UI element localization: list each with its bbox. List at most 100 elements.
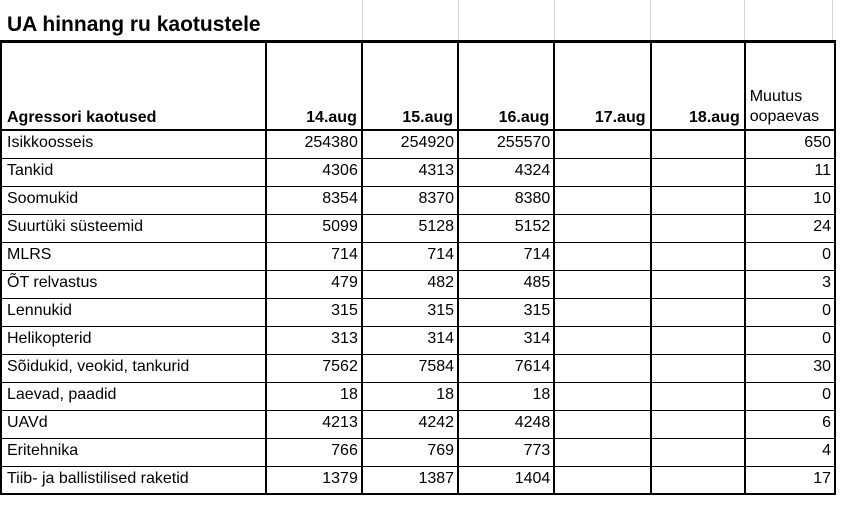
row-label-cell[interactable]: Eritehnika bbox=[0, 437, 267, 467]
value-cell[interactable] bbox=[649, 297, 746, 327]
value-cell[interactable]: 4313 bbox=[360, 157, 460, 187]
value-cell[interactable]: 714 bbox=[264, 241, 363, 271]
change-cell[interactable]: 24 bbox=[743, 213, 837, 243]
value-cell[interactable] bbox=[649, 465, 746, 495]
change-cell[interactable]: 650 bbox=[743, 129, 837, 159]
value-cell[interactable] bbox=[553, 185, 652, 215]
value-cell[interactable]: 254380 bbox=[264, 129, 363, 159]
header-date-16aug[interactable]: 16.aug bbox=[457, 40, 556, 131]
row-label-cell[interactable]: Suurtüki süsteemid bbox=[0, 213, 267, 243]
row-label-cell[interactable]: Lennukid bbox=[0, 297, 267, 327]
value-cell[interactable] bbox=[649, 269, 746, 299]
value-cell[interactable] bbox=[553, 409, 652, 439]
value-cell[interactable] bbox=[553, 437, 652, 467]
change-cell[interactable]: 0 bbox=[743, 297, 837, 327]
value-cell[interactable]: 314 bbox=[457, 325, 556, 355]
value-cell[interactable] bbox=[553, 353, 652, 383]
change-cell[interactable]: 3 bbox=[743, 269, 837, 299]
header-agressori-kaotused[interactable]: Agressori kaotused bbox=[0, 40, 267, 131]
value-cell[interactable]: 4248 bbox=[457, 409, 556, 439]
value-cell[interactable]: 255570 bbox=[457, 129, 556, 159]
table-row: Helikopterid 313 314 314 0 bbox=[0, 325, 837, 355]
header-change-per-day[interactable]: Muutus oopaevas bbox=[743, 40, 837, 131]
value-cell[interactable]: 8354 bbox=[264, 185, 363, 215]
value-cell[interactable] bbox=[649, 213, 746, 243]
value-cell[interactable] bbox=[649, 353, 746, 383]
value-cell[interactable]: 479 bbox=[264, 269, 363, 299]
row-label-cell[interactable]: Soomukid bbox=[0, 185, 267, 215]
value-cell[interactable] bbox=[649, 185, 746, 215]
row-label-cell[interactable]: UAVd bbox=[0, 409, 267, 439]
row-label-cell[interactable]: Laevad, paadid bbox=[0, 381, 267, 411]
value-cell[interactable] bbox=[649, 129, 746, 159]
value-cell[interactable]: 482 bbox=[360, 269, 460, 299]
header-date-17aug[interactable]: 17.aug bbox=[553, 40, 652, 131]
value-cell[interactable] bbox=[649, 381, 746, 411]
value-cell[interactable]: 7584 bbox=[360, 353, 460, 383]
change-cell[interactable]: 4 bbox=[743, 437, 837, 467]
value-cell[interactable] bbox=[649, 241, 746, 271]
value-cell[interactable]: 773 bbox=[457, 437, 556, 467]
row-label-cell[interactable]: MLRS bbox=[0, 241, 267, 271]
value-cell[interactable]: 5128 bbox=[360, 213, 460, 243]
value-cell[interactable]: 4242 bbox=[360, 409, 460, 439]
header-date-14aug[interactable]: 14.aug bbox=[264, 40, 363, 131]
value-cell[interactable]: 315 bbox=[264, 297, 363, 327]
value-cell[interactable]: 313 bbox=[264, 325, 363, 355]
value-cell[interactable]: 7562 bbox=[264, 353, 363, 383]
value-cell[interactable] bbox=[553, 269, 652, 299]
header-date-15aug[interactable]: 15.aug bbox=[360, 40, 460, 131]
value-cell[interactable]: 18 bbox=[457, 381, 556, 411]
value-cell[interactable]: 315 bbox=[457, 297, 556, 327]
value-cell[interactable]: 4324 bbox=[457, 157, 556, 187]
value-cell[interactable]: 714 bbox=[457, 241, 556, 271]
change-cell[interactable]: 6 bbox=[743, 409, 837, 439]
change-cell[interactable]: 0 bbox=[743, 325, 837, 355]
value-cell[interactable]: 314 bbox=[360, 325, 460, 355]
sheet-title[interactable]: UA hinnang ru kaotustele bbox=[7, 13, 261, 36]
value-cell[interactable]: 254920 bbox=[360, 129, 460, 159]
row-label-cell[interactable]: Tankid bbox=[0, 157, 267, 187]
value-cell[interactable] bbox=[553, 213, 652, 243]
value-cell[interactable]: 8370 bbox=[360, 185, 460, 215]
change-cell[interactable]: 11 bbox=[743, 157, 837, 187]
change-cell[interactable]: 10 bbox=[743, 185, 837, 215]
row-label-cell[interactable]: Helikopterid bbox=[0, 325, 267, 355]
value-cell[interactable]: 4213 bbox=[264, 409, 363, 439]
value-cell[interactable] bbox=[553, 297, 652, 327]
row-label-cell[interactable]: Isikkoosseis bbox=[0, 129, 267, 159]
value-cell[interactable] bbox=[553, 465, 652, 495]
value-cell[interactable]: 7614 bbox=[457, 353, 556, 383]
value-cell[interactable]: 18 bbox=[264, 381, 363, 411]
value-cell[interactable]: 8380 bbox=[457, 185, 556, 215]
value-cell[interactable] bbox=[553, 381, 652, 411]
value-cell[interactable] bbox=[649, 409, 746, 439]
value-cell[interactable]: 5099 bbox=[264, 213, 363, 243]
row-label-cell[interactable]: Sõidukid, veokid, tankurid bbox=[0, 353, 267, 383]
header-date-18aug[interactable]: 18.aug bbox=[649, 40, 746, 131]
value-cell[interactable]: 714 bbox=[360, 241, 460, 271]
value-cell[interactable]: 1387 bbox=[360, 465, 460, 495]
value-cell[interactable]: 485 bbox=[457, 269, 556, 299]
change-cell[interactable]: 0 bbox=[743, 381, 837, 411]
row-label-cell[interactable]: ÕT relvastus bbox=[0, 269, 267, 299]
value-cell[interactable] bbox=[553, 157, 652, 187]
value-cell[interactable]: 766 bbox=[264, 437, 363, 467]
value-cell[interactable]: 769 bbox=[360, 437, 460, 467]
value-cell[interactable] bbox=[553, 325, 652, 355]
change-cell[interactable]: 0 bbox=[743, 241, 837, 271]
value-cell[interactable]: 4306 bbox=[264, 157, 363, 187]
value-cell[interactable]: 1379 bbox=[264, 465, 363, 495]
value-cell[interactable] bbox=[649, 325, 746, 355]
value-cell[interactable]: 5152 bbox=[457, 213, 556, 243]
value-cell[interactable]: 18 bbox=[360, 381, 460, 411]
value-cell[interactable] bbox=[649, 157, 746, 187]
value-cell[interactable]: 315 bbox=[360, 297, 460, 327]
change-cell[interactable]: 17 bbox=[743, 465, 837, 495]
row-label-cell[interactable]: Tiib- ja ballistilised raketid bbox=[0, 465, 267, 495]
value-cell[interactable] bbox=[553, 241, 652, 271]
value-cell[interactable] bbox=[553, 129, 652, 159]
value-cell[interactable] bbox=[649, 437, 746, 467]
change-cell[interactable]: 30 bbox=[743, 353, 837, 383]
value-cell[interactable]: 1404 bbox=[457, 465, 556, 495]
